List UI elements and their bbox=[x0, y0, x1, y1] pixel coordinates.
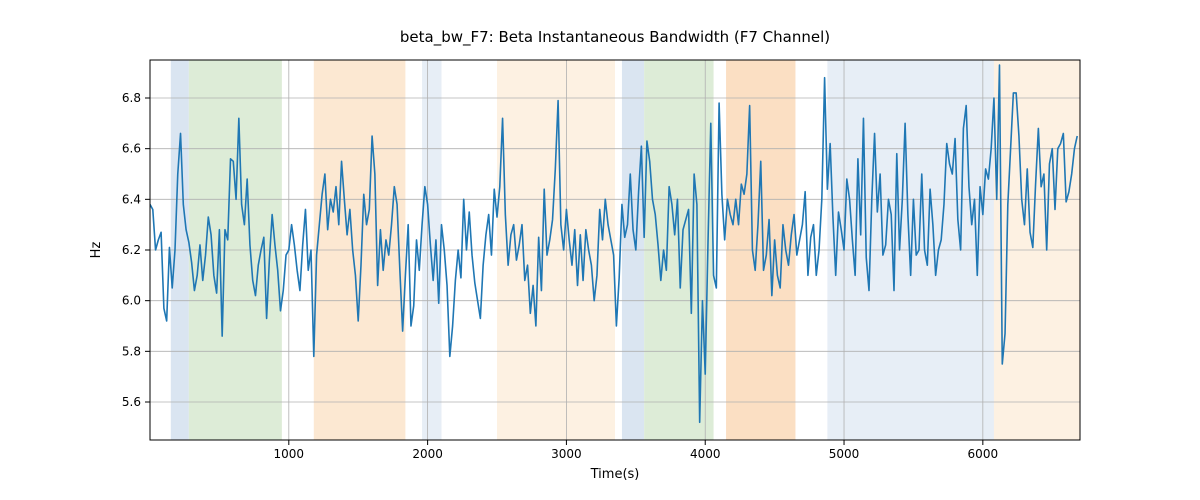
y-tick-label: 5.8 bbox=[122, 344, 141, 358]
x-tick-label: 6000 bbox=[968, 447, 999, 461]
y-tick-label: 6.4 bbox=[122, 192, 141, 206]
y-tick-label: 6.8 bbox=[122, 91, 141, 105]
beta-bandwidth-chart: 1000 2000 3000 4000 5000 6000 5.6 5.8 6.0 6.2 6.4 6… bbox=[0, 0, 1200, 500]
x-tick-label: 3000 bbox=[551, 447, 582, 461]
x-axis-label: Time(s) bbox=[590, 467, 640, 482]
x-tick-label: 5000 bbox=[829, 447, 860, 461]
y-tick-label: 6.2 bbox=[122, 243, 141, 257]
chart-title: beta_bw_F7: Beta Instantaneous Bandwidth… bbox=[400, 28, 830, 47]
y-tick-label: 6.6 bbox=[122, 142, 141, 156]
y-axis-label: Hz bbox=[89, 242, 104, 259]
y-tick-label: 6.0 bbox=[122, 294, 141, 308]
y-tick-label: 5.6 bbox=[122, 395, 141, 409]
x-tick-label: 4000 bbox=[690, 447, 721, 461]
x-tick-label: 1000 bbox=[274, 447, 305, 461]
x-tick-label: 2000 bbox=[412, 447, 443, 461]
